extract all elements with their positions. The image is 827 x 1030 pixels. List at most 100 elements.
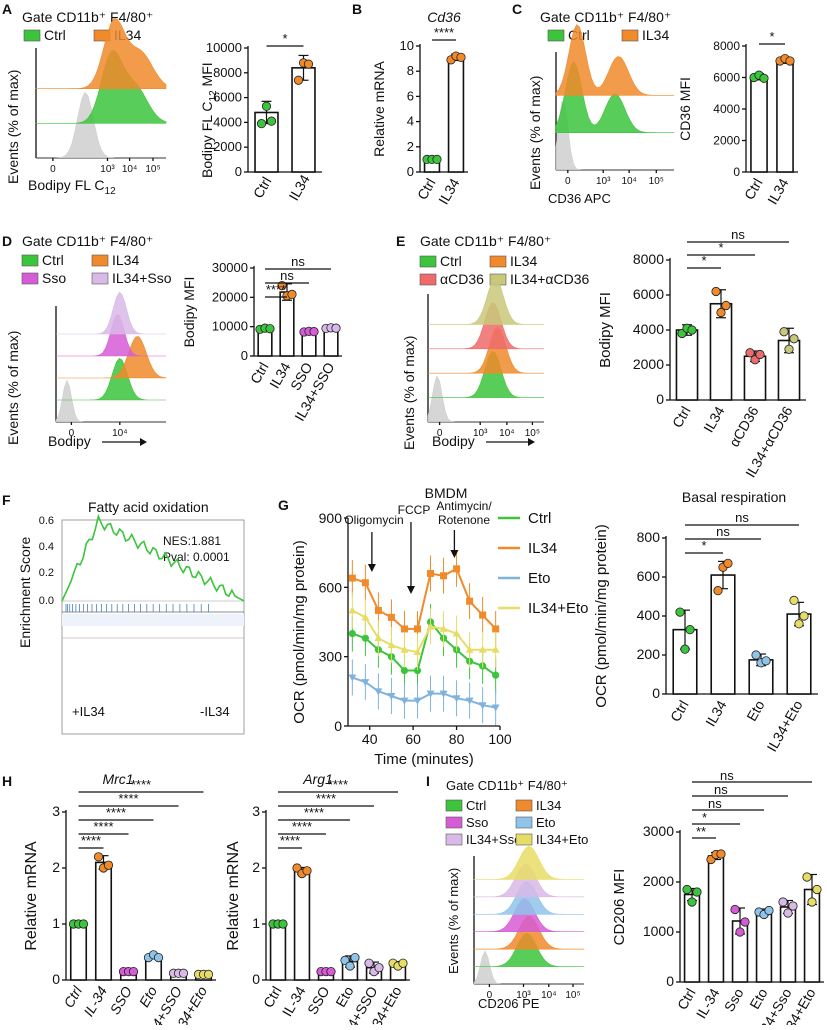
y-tick-label: 0: [241, 348, 248, 363]
data-point: [266, 116, 277, 126]
legend-label: Ctrl: [466, 798, 486, 813]
legend-label: Ctrl: [44, 27, 66, 43]
data-point: [103, 860, 114, 870]
bar: [755, 911, 773, 983]
y-tick-label: 2: [252, 859, 260, 875]
x-axis-label: Time (minutes): [374, 751, 473, 768]
data-point: [293, 75, 304, 85]
series-point: [427, 569, 435, 577]
data-point: [675, 607, 685, 617]
significance-label: ns: [291, 254, 305, 269]
series-point: [400, 697, 409, 705]
bar: [94, 861, 113, 981]
y-axis-label: Relative mRNA: [225, 841, 242, 951]
bar: [279, 291, 295, 357]
y-tick-label: 20000: [212, 289, 248, 304]
significance-label: *: [282, 31, 287, 46]
hist-x-tick-label: 0: [565, 176, 571, 187]
x-tick-label: IL34: [702, 697, 730, 729]
hist-x-tick-label: 10³: [473, 428, 488, 439]
y-axis-label: OCR (pmol/min/mg protein): [291, 540, 308, 723]
significance-label: ****: [81, 833, 101, 848]
chart-title: Mrc1: [102, 771, 133, 787]
panel-i-gate-title: Gate CD11b⁺ F4/80⁺: [446, 778, 568, 793]
panel-letter-f: F: [2, 492, 11, 508]
bar: [675, 329, 699, 401]
panel-g-bar-chart: 0 200 400 600 800 OCR (pmol/min/mg protein) Ba…: [593, 489, 818, 754]
x-tick-label: Ctrl: [667, 698, 692, 725]
series-point: [348, 574, 356, 582]
hist-x-tick-label: 10³: [596, 176, 611, 187]
x-tick-label: IL34+Eto: [764, 697, 806, 754]
data-point: [778, 897, 788, 907]
series-line: [351, 567, 497, 630]
series-point: [439, 624, 448, 632]
histogram-peak: [55, 379, 166, 423]
significance-label: ****: [131, 777, 151, 792]
panel-i-histogram: Ctrl IL34 Sso Eto IL34+Sso IL34+Eto 0 10³ 10⁴ 10⁵: [445, 798, 588, 1001]
legend-swatch: [21, 272, 39, 285]
series-point: [361, 679, 370, 687]
significance-label: ns: [716, 524, 730, 539]
series-point: [374, 606, 382, 614]
series-point: [348, 674, 357, 682]
significance-label: **: [696, 824, 706, 839]
y-tick-label: 10: [400, 38, 414, 53]
data-point: [755, 349, 765, 360]
hist-x-tick-label: 0: [69, 428, 75, 439]
series-point: [439, 690, 448, 698]
significance-label: ns: [735, 510, 749, 525]
legend-label: IL34+αCD36: [510, 271, 590, 287]
data-point: [680, 644, 690, 654]
y-tick-label: 1: [52, 915, 60, 931]
data-point: [779, 327, 789, 337]
data-point: [93, 852, 104, 862]
panel-a-hist-xlabel: Bodipy FL C12: [28, 177, 116, 197]
y-tick-label: 2000: [213, 139, 242, 154]
arrow-head-icon: [406, 586, 415, 594]
panel-f-title: Fatty acid oxidation: [88, 499, 209, 515]
x-tick-label: Eto: [743, 697, 767, 723]
panel-g-line-chart: BMDM 0 300 600 900 40 60 80 100 Time (minutes) OCR…: [291, 485, 588, 768]
legend-label: IL34: [642, 27, 669, 43]
legend-label: IL34+Sso: [112, 270, 172, 286]
significance-label: ns: [708, 796, 722, 811]
histogram-peak: [473, 845, 585, 880]
data-point: [745, 348, 755, 358]
histogram-peak: [473, 950, 584, 985]
y-axis-label: CD206 MFI: [611, 869, 628, 946]
panel-e-arrow-head-icon: [528, 438, 535, 446]
y-tick-label: 600: [319, 579, 343, 595]
y-tick-label: 4000: [713, 102, 740, 116]
legend-label: Eto: [536, 815, 556, 830]
data-point: [350, 952, 360, 963]
panel-e-hist-ylabel: Events (% of max): [401, 336, 417, 450]
y-axis-label: CD36 MFI: [677, 77, 693, 141]
hist-x-tick-label: 10⁴: [621, 176, 636, 187]
histogram-peak: [56, 336, 167, 379]
chart-title: Basal respiration: [682, 489, 786, 505]
panel-letter-h: H: [2, 773, 12, 789]
series-point: [452, 695, 461, 703]
y-tick-label: 0: [252, 971, 260, 987]
series-point: [361, 613, 370, 621]
histogram-peak: [427, 375, 544, 423]
panel-f-rank-gradient: [62, 614, 244, 626]
panel-f-ytick-0.6: 0.6: [39, 515, 54, 527]
y-tick-label: 0: [334, 718, 342, 734]
panel-d-hist-xlabel: Bodipy: [48, 433, 91, 449]
panel-f-ytick-0.0: 0.0: [39, 595, 54, 607]
x-tick-label: IL34: [700, 403, 728, 435]
y-tick-label: 900: [319, 510, 343, 526]
series-point: [491, 704, 500, 712]
data-point: [730, 904, 740, 915]
y-axis-label: Bodipy MFI: [181, 277, 197, 348]
series-point: [452, 629, 461, 637]
